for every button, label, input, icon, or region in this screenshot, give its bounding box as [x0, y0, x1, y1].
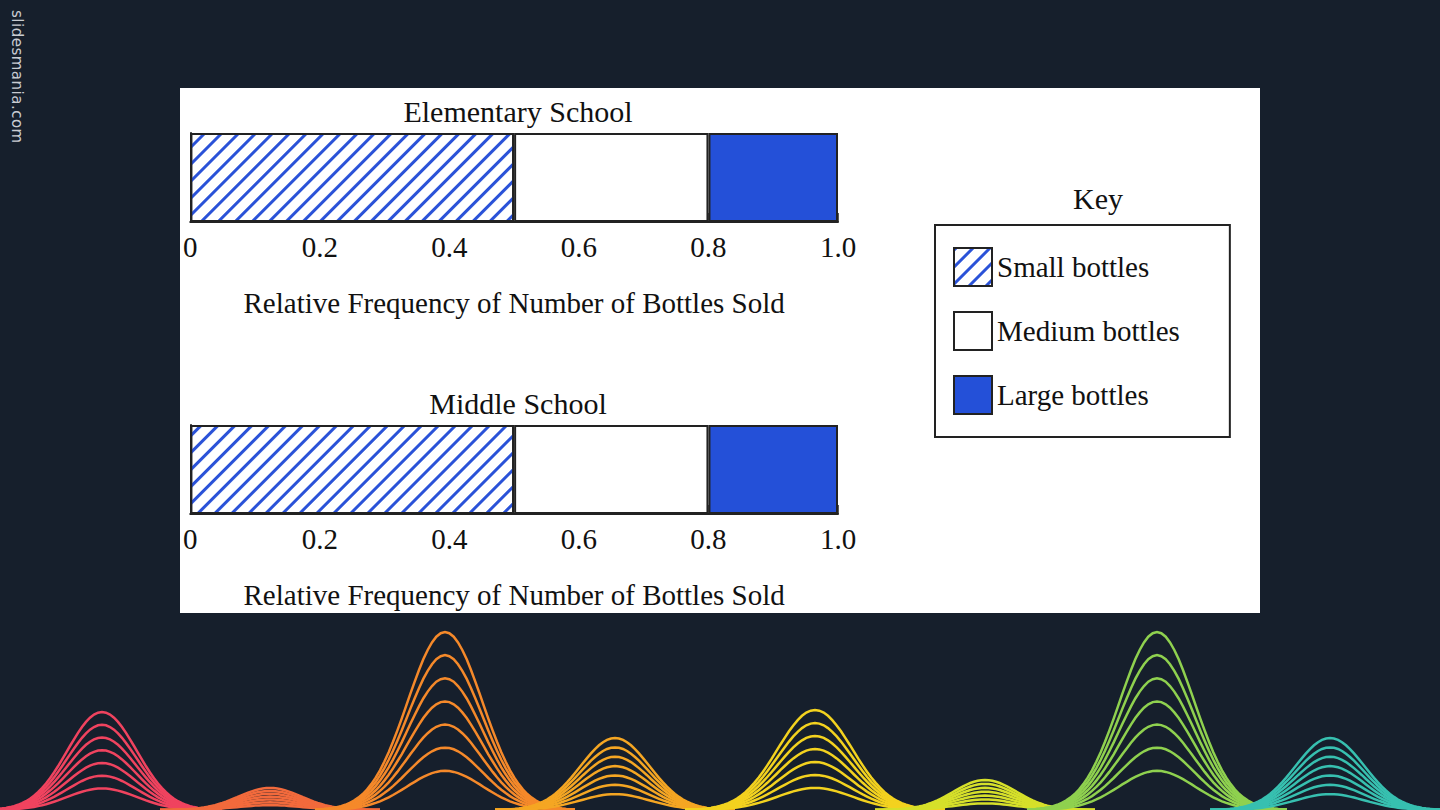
- svg-text:Middle School: Middle School: [429, 387, 607, 420]
- svg-text:1.0: 1.0: [820, 231, 856, 263]
- svg-text:Relative Frequency of Number o: Relative Frequency of Number of Bottles …: [244, 579, 786, 611]
- svg-text:Medium bottles: Medium bottles: [997, 315, 1180, 347]
- svg-text:0.8: 0.8: [690, 231, 726, 263]
- svg-text:Key: Key: [1073, 182, 1123, 215]
- svg-text:0: 0: [183, 231, 198, 263]
- svg-text:0.6: 0.6: [561, 523, 597, 555]
- svg-text:0: 0: [183, 523, 198, 555]
- svg-text:0.2: 0.2: [302, 231, 338, 263]
- svg-text:Elementary School: Elementary School: [403, 95, 632, 128]
- svg-text:0.8: 0.8: [690, 523, 726, 555]
- svg-text:0.2: 0.2: [302, 523, 338, 555]
- svg-text:0.6: 0.6: [561, 231, 597, 263]
- svg-text:0.4: 0.4: [431, 523, 468, 555]
- svg-text:0.4: 0.4: [431, 231, 468, 263]
- svg-text:Large bottles: Large bottles: [997, 379, 1149, 411]
- svg-text:Relative Frequency of Number o: Relative Frequency of Number of Bottles …: [244, 287, 786, 319]
- svg-text:1.0: 1.0: [820, 523, 856, 555]
- svg-text:Small bottles: Small bottles: [997, 251, 1149, 283]
- html-text:slidesmania.com: slidesmania.com: [8, 10, 26, 144]
